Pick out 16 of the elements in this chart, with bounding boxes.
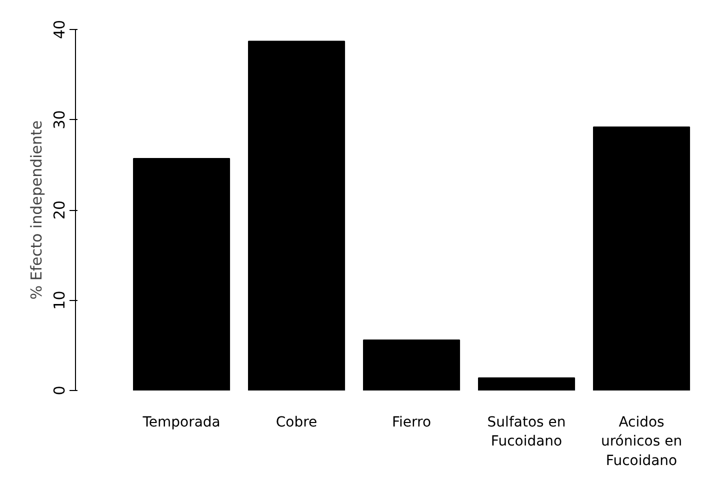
y-tick-label: 30 <box>50 110 68 130</box>
bar <box>363 339 460 390</box>
bar <box>478 377 576 390</box>
bar <box>593 126 690 390</box>
x-tick-label: Acidos urónicos en Fucoidano <box>600 414 682 469</box>
x-tick-label: Cobre <box>276 414 318 430</box>
y-axis-title: % Efecto independiente <box>28 120 46 300</box>
y-tick-label: 40 <box>50 20 68 40</box>
y-tick-label: 20 <box>50 200 68 220</box>
x-tick-label: Temporada <box>142 414 220 430</box>
x-tick-label: Sulfatos en Fucoidano <box>487 414 566 450</box>
y-tick-label: 10 <box>50 290 68 310</box>
y-tick-label: 0 <box>50 386 68 396</box>
bar <box>248 40 346 390</box>
bar <box>133 158 230 390</box>
x-tick-label: Fierro <box>392 414 432 430</box>
